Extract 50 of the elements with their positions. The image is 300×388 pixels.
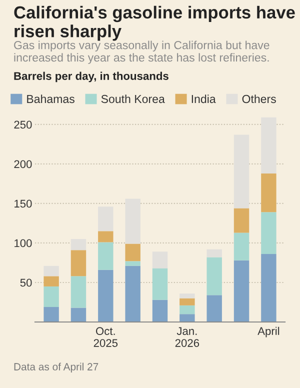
chart-subtitle: Gas imports vary seasonally in California but have increased this year as the state has lost refineries. xyxy=(14,40,270,64)
bar xyxy=(234,260,250,322)
bar xyxy=(98,231,114,242)
legend-label: Bahamas xyxy=(27,94,74,104)
legend-label: Others xyxy=(242,94,276,104)
bar xyxy=(125,261,140,266)
bar xyxy=(125,198,140,244)
bar xyxy=(234,134,250,208)
bar xyxy=(206,249,222,258)
bar xyxy=(152,252,168,268)
bar xyxy=(261,173,276,212)
y-tick-label: 100 xyxy=(14,239,32,248)
bar xyxy=(152,300,168,322)
bar xyxy=(180,314,195,322)
bar xyxy=(234,232,250,260)
bar xyxy=(125,266,140,322)
bar xyxy=(70,276,86,308)
bar xyxy=(98,270,114,322)
bar xyxy=(180,294,195,298)
bar xyxy=(44,276,59,286)
bar xyxy=(152,268,168,300)
bar xyxy=(206,257,222,296)
bar xyxy=(234,208,250,233)
y-tick-label: 250 xyxy=(14,120,32,129)
bar xyxy=(70,308,86,322)
y-tick-label: 150 xyxy=(14,200,32,208)
bar xyxy=(180,305,195,314)
legend-label: India xyxy=(192,94,216,104)
bar xyxy=(70,250,86,276)
chart-title: California's gasoline imports have risen sharply xyxy=(14,6,295,41)
bar xyxy=(261,117,276,174)
bar xyxy=(261,254,276,322)
bar xyxy=(44,306,59,322)
bar xyxy=(98,242,114,270)
bar xyxy=(70,239,86,250)
bar xyxy=(98,206,114,232)
legend-label: South Korea xyxy=(101,94,165,104)
y-tick-label: 200 xyxy=(14,160,32,168)
x-tick-label: Oct. 2025 xyxy=(94,327,118,347)
x-tick-label: Jan. 2026 xyxy=(175,327,200,347)
y-axis-title: Barrels per day, in thousands xyxy=(14,72,168,82)
bar xyxy=(180,298,195,306)
y-tick-label: 50 xyxy=(20,278,32,287)
bar xyxy=(44,266,59,276)
bar xyxy=(125,244,140,262)
bar xyxy=(44,286,59,307)
bar xyxy=(206,295,222,322)
x-tick-label: April xyxy=(258,326,280,338)
bar xyxy=(261,212,276,254)
text: Data as of April 27 xyxy=(14,362,98,372)
